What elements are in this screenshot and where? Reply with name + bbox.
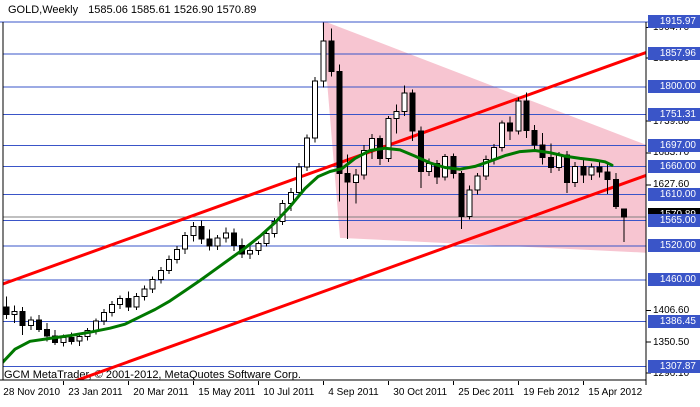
candle-bullish bbox=[222, 232, 229, 239]
candle-bearish bbox=[417, 130, 424, 172]
candle-bullish bbox=[515, 100, 522, 132]
candle-bullish bbox=[141, 288, 148, 297]
candle-bearish bbox=[531, 130, 538, 146]
candle-bullish bbox=[174, 248, 180, 261]
candle-bearish bbox=[206, 238, 213, 247]
candle-bullish bbox=[360, 150, 367, 176]
candle-bearish bbox=[547, 156, 554, 169]
candle-bullish bbox=[109, 303, 115, 313]
candle-bullish bbox=[92, 320, 99, 331]
candle-bullish bbox=[11, 311, 18, 316]
candle-bearish bbox=[620, 208, 627, 218]
candle-bearish bbox=[35, 319, 42, 330]
channel-upper-trendline bbox=[3, 51, 646, 286]
candle-bullish bbox=[182, 235, 189, 250]
candle-bullish bbox=[27, 319, 34, 326]
candle-bullish bbox=[295, 166, 302, 193]
descending-triangle-shape bbox=[322, 22, 646, 253]
candle-bullish bbox=[393, 110, 400, 120]
candle-bearish bbox=[68, 336, 75, 342]
candle-bullish bbox=[555, 154, 562, 168]
candle-bearish bbox=[564, 154, 570, 183]
candle-bullish bbox=[117, 298, 124, 305]
candle-bearish bbox=[604, 171, 611, 180]
candle-bullish bbox=[401, 92, 408, 112]
candle-bullish bbox=[482, 159, 489, 177]
candle-bullish bbox=[149, 278, 156, 290]
copyright-text: GCM MetaTrader, © 2001-2012, MetaQuotes … bbox=[4, 369, 301, 381]
candle-bearish bbox=[328, 40, 335, 73]
candle-bullish bbox=[304, 137, 310, 168]
candle-bearish bbox=[198, 226, 205, 240]
candle-bearish bbox=[125, 298, 132, 308]
candle-bearish bbox=[523, 100, 530, 132]
candle-bullish bbox=[466, 189, 473, 217]
candle-bullish bbox=[157, 269, 164, 280]
candle-bullish bbox=[133, 295, 140, 308]
candle-bearish bbox=[507, 122, 514, 132]
candle-bullish bbox=[287, 192, 294, 204]
candle-bullish bbox=[320, 40, 327, 82]
candle-bearish bbox=[19, 311, 26, 326]
chart-ohlc-values: 1585.06 1585.61 1526.90 1570.89 bbox=[88, 4, 257, 16]
candle-bullish bbox=[76, 336, 83, 342]
candle-bullish bbox=[385, 118, 392, 159]
candle-bearish bbox=[596, 166, 603, 173]
candle-bullish bbox=[352, 174, 359, 183]
candle-bearish bbox=[580, 165, 587, 176]
candle-bearish bbox=[458, 173, 465, 217]
chart-title: GOLD,Weekly 1585.06 1585.61 1526.90 1570.… bbox=[8, 4, 256, 20]
candle-bearish bbox=[44, 328, 50, 337]
candle-bullish bbox=[190, 226, 197, 237]
candle-bearish bbox=[3, 306, 10, 316]
candle-bullish bbox=[100, 311, 107, 322]
candle-bearish bbox=[230, 232, 237, 246]
candle-bearish bbox=[450, 156, 457, 175]
candle-bullish bbox=[474, 175, 481, 191]
candle-bearish bbox=[612, 178, 619, 208]
candle-bearish bbox=[344, 173, 351, 183]
candle-bullish bbox=[263, 232, 270, 245]
candle-bearish bbox=[409, 92, 416, 132]
candle-bullish bbox=[247, 249, 254, 255]
moving-average-line bbox=[3, 146, 614, 365]
candle-bullish bbox=[214, 237, 221, 247]
candle-bullish bbox=[499, 122, 505, 149]
candle-bullish bbox=[572, 165, 579, 183]
candle-bullish bbox=[312, 80, 319, 139]
candle-bullish bbox=[255, 243, 262, 251]
chart-symbol-period: GOLD,Weekly bbox=[8, 4, 79, 16]
plot-layers bbox=[3, 22, 646, 380]
candle-bullish bbox=[425, 163, 432, 172]
channel-lower-trendline bbox=[73, 173, 646, 380]
candle-bullish bbox=[588, 166, 595, 176]
candle-bullish bbox=[165, 259, 172, 271]
candle-bearish bbox=[336, 71, 343, 175]
